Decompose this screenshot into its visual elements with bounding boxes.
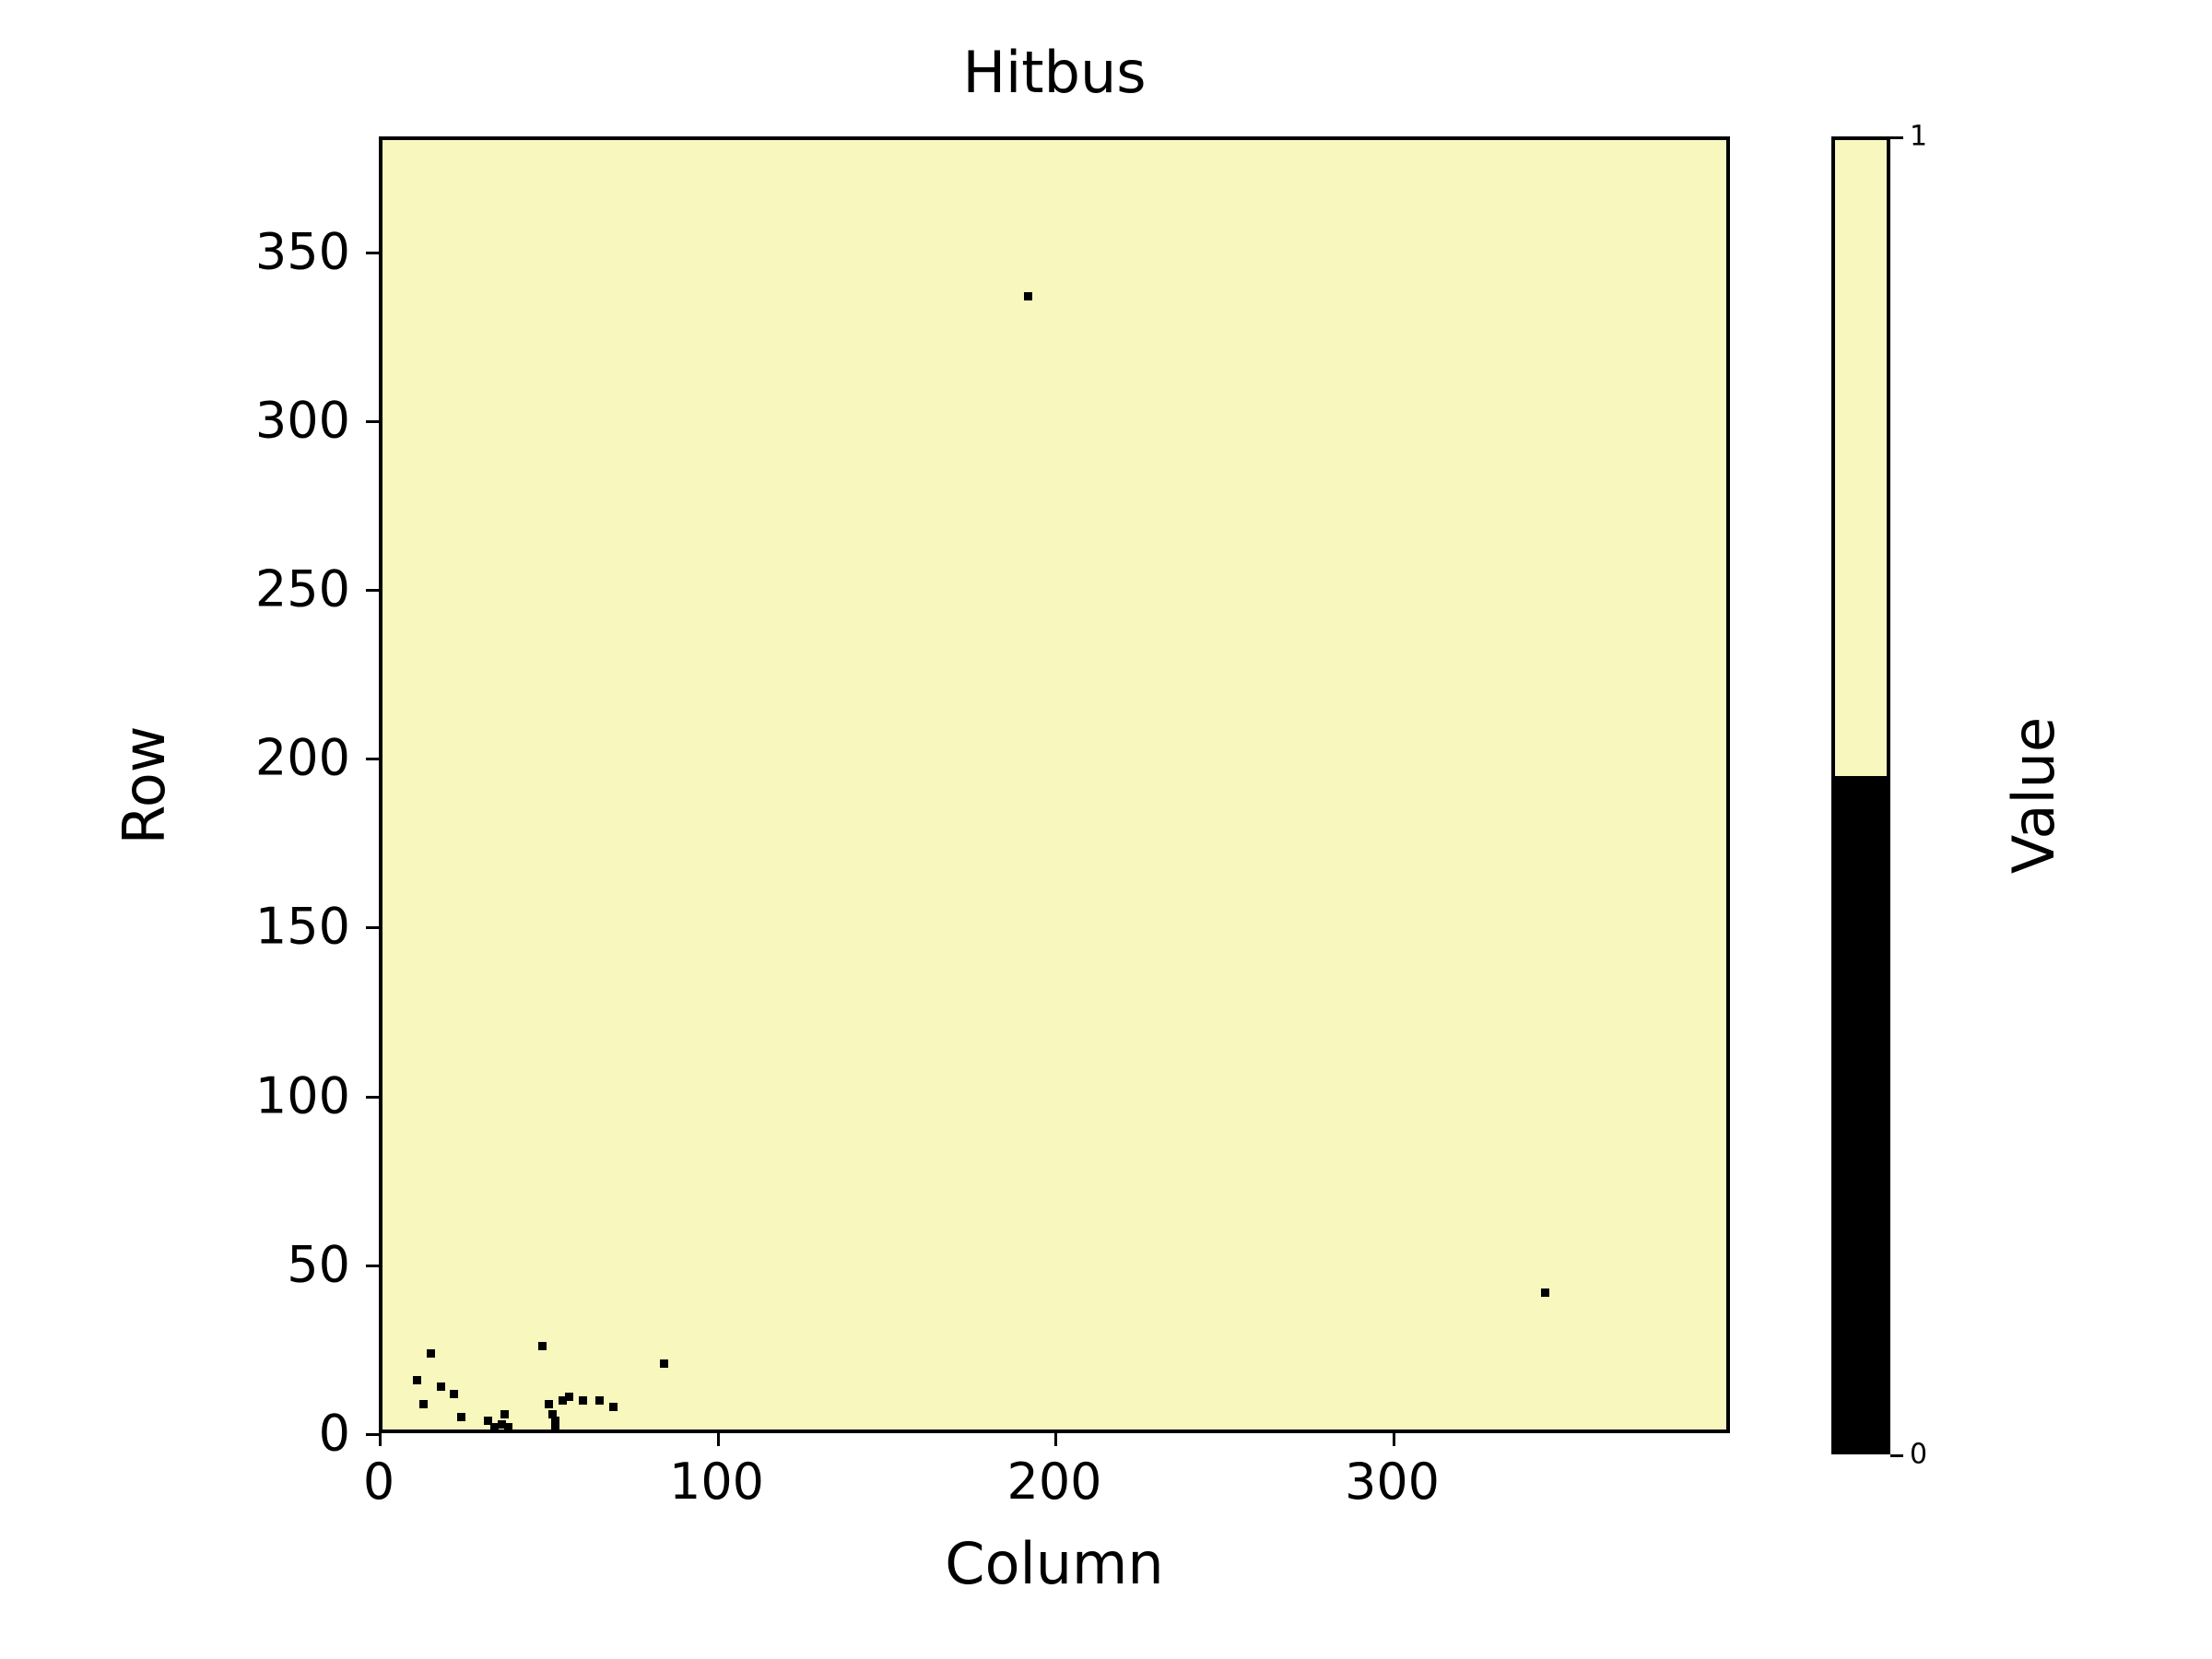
heatmap-zero-cell <box>551 1417 560 1426</box>
y-tick-mark <box>366 1264 379 1267</box>
heatmap-zero-cell <box>436 1382 445 1392</box>
heatmap-zero-cell <box>594 1396 604 1406</box>
y-tick-label: 50 <box>287 1235 350 1294</box>
y-tick-label: 100 <box>254 1066 350 1125</box>
heatmap-zero-cell <box>450 1389 459 1398</box>
colorbar-tick-label: 0 <box>1910 1438 1928 1471</box>
y-tick-mark <box>366 588 379 592</box>
heatmap-zero-cell <box>1024 291 1033 300</box>
heatmap-zero-cell <box>500 1409 510 1418</box>
x-tick-mark <box>1392 1433 1395 1446</box>
colorbar-label: Value <box>2000 716 2067 875</box>
colorbar-tick-mark <box>1890 136 1903 139</box>
page-title: Hitbus <box>962 39 1147 106</box>
y-tick-label: 150 <box>254 897 350 956</box>
heatmap-zero-cell <box>497 1419 506 1429</box>
y-tick-mark <box>366 758 379 761</box>
y-tick-mark <box>366 1095 379 1099</box>
heatmap-zero-cell <box>578 1396 587 1406</box>
x-tick-mark <box>379 1433 382 1446</box>
x-tick-mark <box>716 1433 720 1446</box>
y-tick-label: 350 <box>254 222 350 281</box>
y-tick-label: 250 <box>254 559 350 618</box>
heatmap-zero-cell <box>547 1409 557 1418</box>
x-tick-label: 300 <box>1344 1453 1441 1511</box>
y-axis-label: Row <box>111 725 178 845</box>
x-tick-label: 100 <box>668 1453 765 1511</box>
x-tick-mark <box>1054 1433 1057 1446</box>
heatmap-zero-cell <box>490 1423 500 1430</box>
y-tick-label: 200 <box>254 728 350 787</box>
heatmap-zero-cell <box>564 1393 573 1402</box>
y-tick-label: 0 <box>318 1404 350 1463</box>
heatmap-zero-cell <box>412 1376 421 1385</box>
heatmap-zero-cell <box>426 1348 435 1358</box>
heatmap-zero-cell <box>1541 1288 1550 1297</box>
heatmap-zero-cell <box>537 1342 547 1351</box>
colorbar[interactable] <box>1831 136 1890 1454</box>
heatmap-zero-cell <box>503 1423 512 1430</box>
y-tick-mark <box>366 1433 379 1436</box>
y-tick-mark <box>366 926 379 930</box>
x-tick-label: 200 <box>1006 1453 1102 1511</box>
heatmap-zero-cell <box>456 1413 465 1422</box>
y-tick-label: 300 <box>254 391 350 450</box>
heatmap-zero-cell <box>551 1423 560 1430</box>
heatmap-axes[interactable] <box>379 136 1730 1433</box>
heatmap-zero-cell <box>659 1359 668 1368</box>
heatmap-surface <box>382 140 1726 1430</box>
colorbar-tick-mark <box>1890 1454 1903 1457</box>
heatmap-zero-cell <box>558 1396 567 1406</box>
heatmap-zero-cell <box>483 1417 492 1426</box>
x-axis-label: Column <box>945 1530 1164 1597</box>
x-tick-label: 0 <box>362 1453 395 1511</box>
heatmap-zero-cell <box>608 1403 618 1412</box>
colorbar-low-segment <box>1835 775 1887 1451</box>
heatmap-zero-cell <box>544 1399 553 1408</box>
heatmap-zero-cell <box>419 1399 429 1408</box>
y-tick-mark <box>366 419 379 423</box>
colorbar-tick-label: 1 <box>1910 120 1928 153</box>
y-tick-mark <box>366 251 379 254</box>
